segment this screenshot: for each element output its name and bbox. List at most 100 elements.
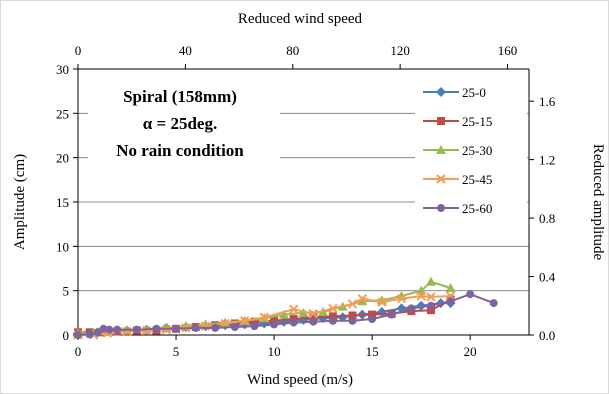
y-tick-label: 0 (63, 328, 70, 343)
data-point (328, 316, 337, 325)
data-point (377, 297, 387, 307)
data-point (368, 310, 377, 319)
x2-tick-label: 80 (286, 43, 299, 58)
x-tick-label: 0 (75, 344, 82, 359)
annotation-line-2: α = 25deg. (143, 114, 217, 133)
data-point (74, 331, 82, 339)
annotation-box: Spiral (158mm) α = 25deg. No rain condit… (88, 80, 280, 166)
x-tick-label: 5 (173, 344, 180, 359)
annotation-line-1: Spiral (158mm) (123, 87, 237, 106)
annotation-line-3: No rain condition (116, 141, 244, 160)
data-point (446, 297, 455, 306)
data-point (426, 306, 435, 315)
annotation-background (88, 80, 280, 166)
data-point (220, 318, 230, 329)
data-point (445, 283, 456, 293)
y2-axis-title: Reduced amplitude (590, 144, 606, 261)
data-point (309, 313, 318, 322)
x2-tick-label: 120 (390, 43, 410, 58)
data-point (105, 325, 114, 334)
marker-stroke (288, 304, 299, 314)
legend-marker (436, 174, 446, 184)
data-point (113, 325, 122, 334)
legend-item: 25-30 (423, 143, 492, 158)
legend-item: 25-60 (423, 201, 492, 216)
data-point (407, 304, 416, 313)
legend-label: 25-45 (462, 172, 492, 187)
legend-label: 25-30 (462, 143, 492, 158)
data-point (387, 310, 396, 319)
data-point (357, 296, 368, 306)
x-tick-label: 20 (464, 344, 477, 359)
y2-tick-label: 1.6 (539, 94, 556, 109)
data-point (172, 324, 181, 333)
legend-marker (437, 117, 445, 125)
y-tick-label: 20 (56, 151, 69, 166)
data-point (259, 312, 269, 322)
x-axis-title: Wind speed (m/s) (247, 372, 353, 388)
legend-label: 25-0 (462, 85, 486, 100)
data-point (152, 324, 161, 333)
data-point (328, 312, 337, 321)
data-point (308, 309, 319, 319)
legend-item: 25-0 (423, 85, 486, 100)
data-point (368, 315, 377, 324)
marker-stroke (220, 318, 230, 329)
marker-stroke (377, 297, 387, 307)
marker-stroke (396, 293, 407, 304)
marker-stroke (328, 303, 338, 314)
data-point (270, 320, 279, 329)
x-tick-label: 10 (268, 344, 281, 359)
data-point (337, 312, 348, 323)
marker-stroke (308, 309, 319, 319)
data-point (289, 318, 298, 327)
data-point (93, 328, 102, 337)
legend-marker (437, 204, 445, 212)
data-point (278, 309, 289, 319)
marker-stroke (357, 293, 368, 304)
marker-stroke (426, 292, 436, 302)
data-point (348, 316, 357, 325)
series-25-60 (74, 290, 498, 339)
data-point (250, 317, 259, 326)
x2-tick-label: 0 (75, 43, 82, 58)
data-point (309, 317, 318, 326)
data-point (348, 311, 357, 320)
x2-tick-label: 40 (179, 43, 192, 58)
data-point (347, 299, 358, 309)
data-point (426, 292, 436, 302)
legend-label: 25-15 (462, 114, 492, 129)
data-series (73, 276, 498, 340)
y-tick-label: 15 (56, 195, 69, 210)
marker-stroke (347, 299, 358, 309)
y2-tick-label: 1.2 (539, 153, 555, 168)
y-tick-label: 10 (56, 239, 69, 254)
data-point (99, 324, 108, 333)
marker-stroke (416, 291, 426, 301)
marker-stroke (239, 316, 250, 326)
y2-tick-label: 0.8 (539, 211, 555, 226)
marker-stroke (259, 312, 269, 322)
x-tick-label: 15 (366, 344, 379, 359)
y2-tick-label: 0.0 (539, 328, 555, 343)
legend-marker (436, 87, 446, 97)
data-point (357, 293, 368, 304)
data-point (425, 276, 436, 286)
x2-tick-label: 160 (498, 43, 518, 58)
legend-item: 25-15 (423, 114, 492, 129)
data-point (141, 325, 152, 336)
data-point (191, 323, 200, 332)
legend-item: 25-45 (423, 172, 492, 187)
x2-axis-title: Reduced wind speed (238, 11, 363, 27)
legend: 25-0 25-15 25-30 25-45 25-60 (415, 80, 527, 220)
y-tick-label: 25 (56, 106, 69, 121)
data-point (426, 301, 435, 310)
data-point (85, 330, 94, 339)
data-point (466, 290, 475, 299)
data-point (250, 322, 259, 331)
data-point (489, 299, 498, 308)
data-point (132, 325, 141, 334)
data-point (211, 323, 220, 332)
